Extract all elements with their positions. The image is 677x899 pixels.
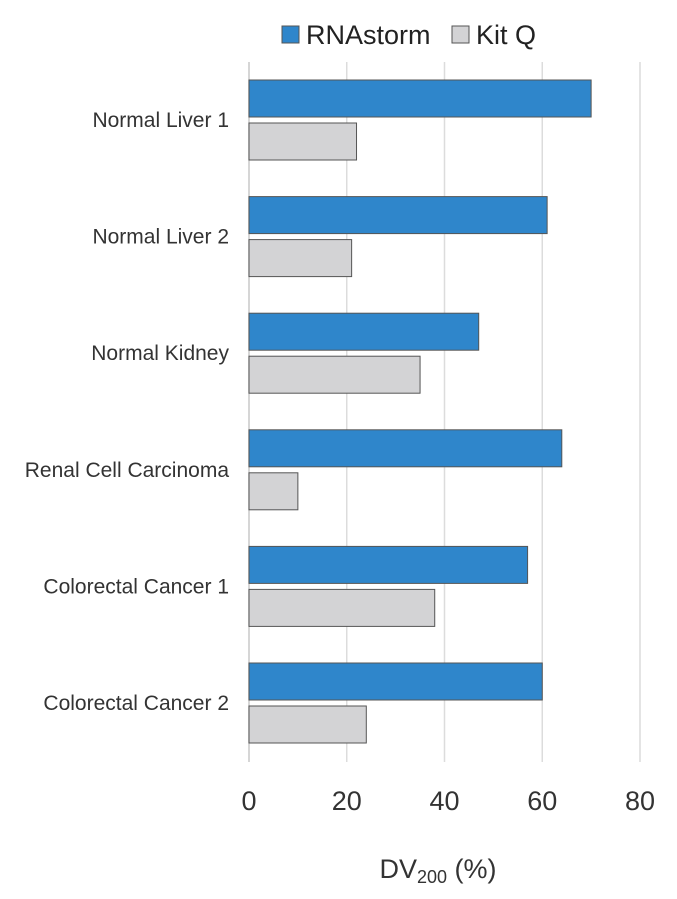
gridlines bbox=[248, 62, 641, 762]
bar-rnastorm-5 bbox=[248, 545, 529, 584]
x-tick-label-60: 60 bbox=[527, 786, 557, 816]
legend: RNAstorm Kit Q bbox=[281, 20, 536, 50]
bar-kit-q-5 bbox=[248, 588, 436, 627]
x-axis-title: DV200 (%) bbox=[379, 854, 496, 887]
bar-rnastorm-6 bbox=[248, 662, 543, 701]
category-labels: Normal Liver 1 Normal Liver 2 Normal Kidne… bbox=[25, 109, 230, 715]
bar-rnastorm-2 bbox=[248, 196, 548, 235]
category-label: Normal Liver 1 bbox=[92, 109, 229, 132]
x-tick-label-20: 20 bbox=[332, 786, 362, 816]
legend-label-kit-q: Kit Q bbox=[476, 20, 536, 50]
category-label: Colorectal Cancer 1 bbox=[43, 575, 229, 598]
bar-kit-q-1 bbox=[248, 122, 358, 161]
bar-kit-q-6 bbox=[248, 705, 367, 744]
x-tick-label-0: 0 bbox=[241, 786, 256, 816]
bar-rnastorm-4 bbox=[248, 429, 563, 468]
x-tick-label-80: 80 bbox=[625, 786, 655, 816]
category-label: Colorectal Cancer 2 bbox=[43, 692, 229, 715]
legend-swatch-rnastorm bbox=[281, 25, 300, 44]
category-label: Renal Cell Carcinoma bbox=[25, 459, 230, 482]
x-tick-label-40: 40 bbox=[429, 786, 459, 816]
bar-kit-q-2 bbox=[248, 239, 353, 278]
bar-rnastorm-1 bbox=[248, 79, 592, 118]
bar-kit-q-3 bbox=[248, 355, 421, 394]
legend-swatch-kit-q bbox=[451, 25, 470, 44]
x-axis-title-suffix: (%) bbox=[447, 854, 497, 884]
legend-label-rnastorm: RNAstorm bbox=[306, 20, 431, 50]
category-label: Normal Kidney bbox=[91, 342, 229, 365]
bars bbox=[248, 79, 592, 744]
x-axis-title-subscript: 200 bbox=[417, 867, 447, 887]
bar-kit-q-4 bbox=[248, 472, 299, 511]
bar-rnastorm-3 bbox=[248, 312, 480, 351]
x-axis-title-main: DV bbox=[379, 854, 417, 884]
category-label: Normal Liver 2 bbox=[92, 226, 229, 249]
x-tick-labels: 0 20 40 60 80 bbox=[241, 786, 655, 816]
